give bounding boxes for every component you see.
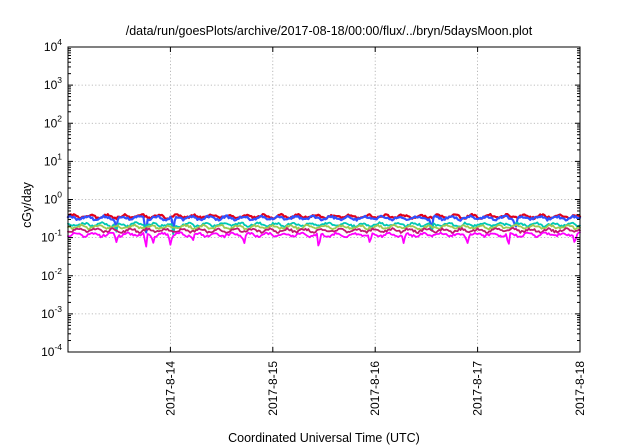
x-tick-label: 2017-8-14 [163,361,177,416]
y-tick-label: 102 [44,113,62,130]
x-tick-label: 2017-8-16 [368,361,382,416]
y-tick-label: 10-4 [41,342,62,359]
y-tick-label: 104 [44,37,62,54]
series-line [67,221,581,236]
series-line [67,223,581,231]
series-line [67,231,581,248]
chart-title: /data/run/goesPlots/archive/2017-08-18/0… [126,24,533,38]
y-axis-label: cGy/day [20,181,34,228]
y-tick-label: 10-3 [41,304,62,321]
x-axis-label: Coordinated Universal Time (UTC) [228,431,420,445]
y-axis: 10-4 10-3 10-2 10-1 100 101 102 103 104 [41,37,580,359]
x-tick-label: 2017-8-15 [266,361,280,416]
series-line [66,214,582,234]
grid [68,47,580,352]
x-tick-label: 2017-8-17 [471,361,485,416]
y-tick-label: 100 [44,190,62,207]
series-line [67,226,581,235]
x-axis: 2017-8-14 2017-8-15 2017-8-16 2017-8-17 2017… [163,47,587,416]
y-tick-label: 10-1 [41,228,62,245]
x-tick-label: 2017-8-18 [573,361,587,416]
series-layer [66,212,582,248]
y-tick-label: 101 [44,151,62,168]
y-tick-label: 10-2 [41,266,62,283]
y-tick-label: 103 [44,75,62,92]
